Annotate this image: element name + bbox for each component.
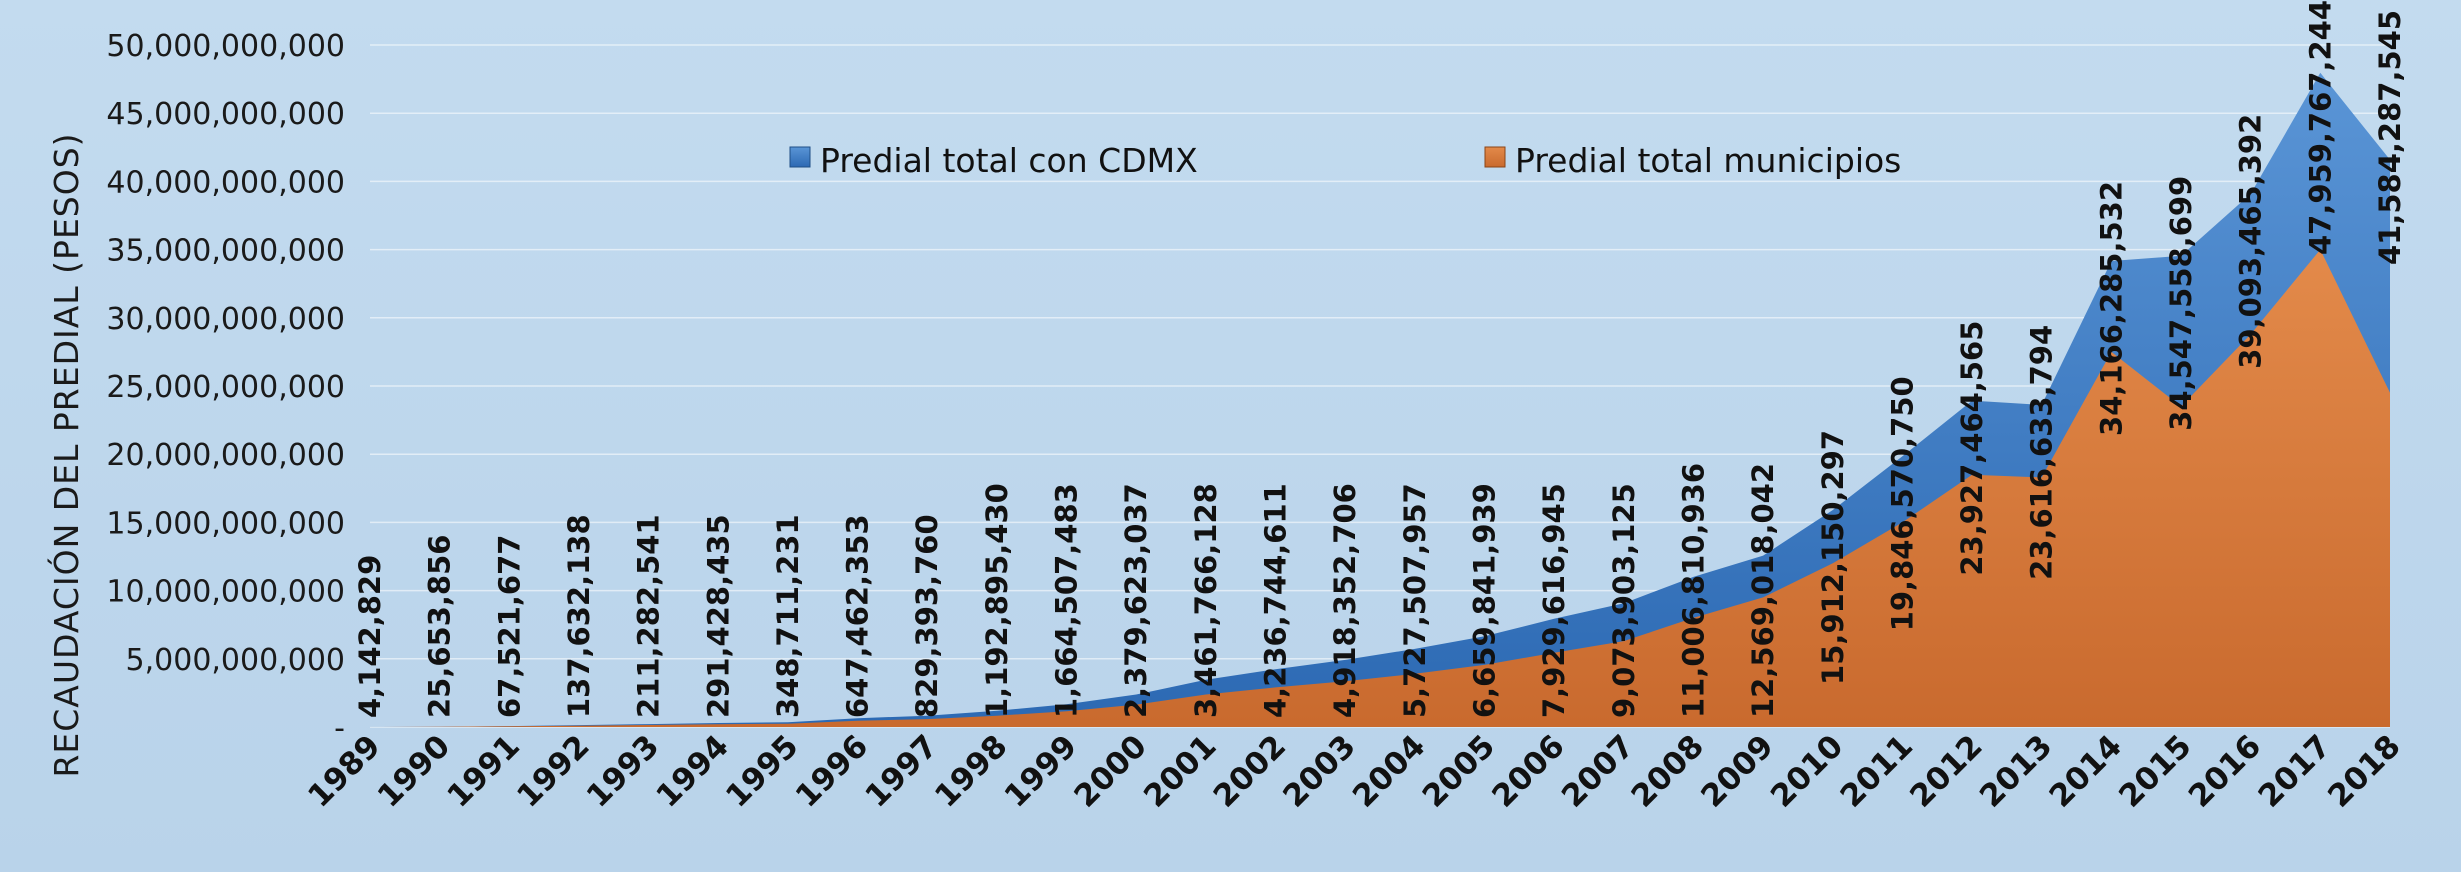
data-label: 11,006,810,936 (1676, 463, 1710, 718)
data-label: 137,632,138 (562, 514, 596, 718)
x-tick-label: 2002 (1207, 728, 1293, 814)
data-label: 4,236,744,611 (1259, 483, 1293, 718)
x-tick-label: 2003 (1276, 728, 1362, 814)
data-label: 34,547,558,699 (2164, 176, 2198, 431)
x-tick-label: 1995 (719, 728, 805, 814)
x-tick-label: 2008 (1625, 728, 1711, 814)
data-label: 4,142,829 (353, 555, 387, 718)
data-label: 3,461,766,128 (1189, 483, 1223, 718)
legend: Predial total con CDMX Predial total mun… (789, 141, 1901, 180)
y-tick-label: 15,000,000,000 (106, 506, 345, 541)
x-tick-label: 1998 (928, 728, 1014, 814)
data-label: 23,616,633,794 (2025, 325, 2059, 580)
legend-label-municipios: Predial total municipios (1515, 141, 1901, 180)
y-tick-label: 50,000,000,000 (106, 29, 345, 64)
data-label: 829,393,760 (910, 514, 944, 718)
data-label: 211,282,541 (632, 514, 666, 718)
x-tick-label: 2011 (1834, 728, 1920, 814)
x-tick-label: 2015 (2112, 728, 2198, 814)
data-label: 9,073,903,125 (1607, 483, 1641, 718)
x-tick-label: 1993 (580, 728, 666, 814)
data-label: 25,653,856 (423, 535, 457, 718)
data-label: 647,462,353 (841, 514, 875, 718)
x-tick-label: 2017 (2252, 728, 2338, 814)
x-tick-label: 2004 (1346, 728, 1432, 814)
data-label: 39,093,465,392 (2234, 114, 2268, 369)
data-label: 23,927,464,565 (1955, 321, 1989, 576)
x-tick-label: 1990 (371, 728, 457, 814)
data-label: 12,569,018,042 (1746, 463, 1780, 718)
data-label: 34,166,285,532 (2094, 181, 2128, 436)
y-axis-title: RECAUDACIÓN DEL PREDIAL (PESOS) (46, 132, 86, 777)
y-tick-label: 45,000,000,000 (106, 97, 345, 132)
data-label: 19,846,570,750 (1885, 376, 1919, 631)
y-tick-label: 20,000,000,000 (106, 438, 345, 473)
x-axis-ticks: 1989199019911992199319941995199619971998… (301, 728, 2407, 814)
series-areas (370, 72, 2390, 728)
x-tick-label: 2007 (1555, 728, 1641, 814)
y-tick-label: 40,000,000,000 (106, 165, 345, 200)
data-label: 291,428,435 (701, 514, 735, 718)
y-tick-label: 5,000,000,000 (126, 643, 345, 678)
x-tick-label: 2005 (1416, 728, 1502, 814)
legend-label-cdmx: Predial total con CDMX (820, 141, 1198, 180)
x-tick-label: 2012 (1903, 728, 1989, 814)
y-tick-label: 25,000,000,000 (106, 370, 345, 405)
gridlines (370, 44, 2390, 728)
x-tick-label: 1994 (649, 728, 735, 814)
data-label: 5,727,507,957 (1398, 483, 1432, 718)
y-tick-label: 30,000,000,000 (106, 302, 345, 337)
x-tick-label: 2018 (2321, 728, 2407, 814)
x-tick-label: 2001 (1137, 728, 1223, 814)
y-axis-ticks: - 5,000,000,000 10,000,000,000 15,000,000,0… (106, 29, 345, 746)
data-label: 41,584,287,545 (2373, 10, 2407, 265)
data-label: 7,929,616,945 (1537, 483, 1571, 718)
y-tick-label: 10,000,000,000 (106, 575, 345, 610)
x-tick-label: 1999 (998, 728, 1084, 814)
y-tick-label: - (334, 711, 345, 746)
x-tick-label: 2016 (2182, 728, 2268, 814)
data-label: 47,959,767,244 (2303, 0, 2337, 255)
x-tick-label: 2006 (1485, 728, 1571, 814)
x-tick-label: 2014 (2043, 728, 2129, 814)
legend-swatch-municipios (1484, 146, 1506, 168)
x-tick-label: 1996 (789, 728, 875, 814)
legend-swatch-cdmx (789, 146, 811, 168)
data-label: 348,711,231 (771, 514, 805, 718)
data-labels: 4,142,829 25,653,856 67,521,677 137,632,138… (353, 0, 2407, 718)
data-label: 4,918,352,706 (1328, 483, 1362, 718)
area-series-1 (370, 249, 2390, 727)
x-tick-label: 2013 (1973, 728, 2059, 814)
x-tick-label: 1997 (858, 728, 944, 814)
data-label: 6,659,841,939 (1467, 483, 1501, 718)
y-tick-label: 35,000,000,000 (106, 234, 345, 269)
data-label: 15,912,150,297 (1816, 430, 1850, 685)
data-label: 67,521,677 (492, 535, 526, 718)
x-tick-label: 2009 (1694, 728, 1780, 814)
data-label: 2,379,623,037 (1119, 483, 1153, 718)
data-label: 1,664,507,483 (1050, 483, 1084, 718)
x-tick-label: 1992 (510, 728, 596, 814)
x-tick-label: 2010 (1764, 728, 1850, 814)
x-tick-label: 1991 (441, 728, 527, 814)
x-tick-label: 2000 (1067, 728, 1153, 814)
data-label: 1,192,895,430 (980, 483, 1014, 718)
